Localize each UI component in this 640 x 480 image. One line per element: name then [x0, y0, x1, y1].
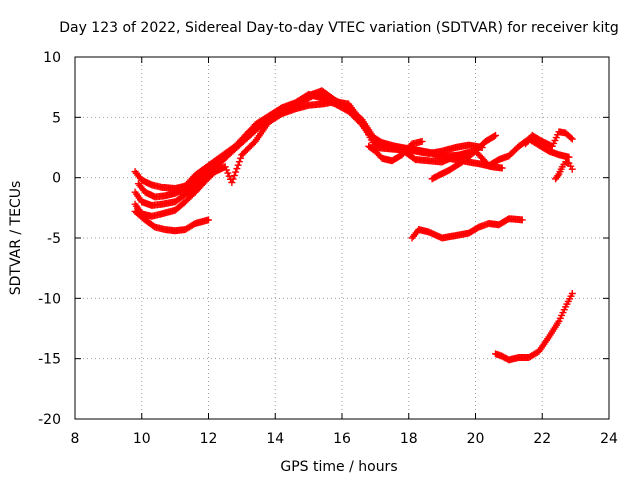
x-axis-label: GPS time / hours — [280, 459, 397, 475]
data-point — [568, 290, 576, 298]
grid-lines — [75, 57, 609, 419]
y-tick-label: -20 — [38, 412, 61, 428]
y-tick-label: 0 — [52, 171, 61, 187]
x-tick-label: 16 — [333, 431, 351, 447]
x-tick-label: 20 — [467, 431, 485, 447]
data-point — [233, 165, 241, 173]
x-tick-label: 12 — [200, 431, 218, 447]
y-axis-label: SDTVAR / TECUs — [8, 181, 24, 296]
axis-ticks: 8 10 12 14 16 18 20 22 24 -20 -15 -10 -5 0 5 10 — [38, 50, 618, 447]
y-tick-label: -5 — [47, 231, 61, 247]
data-point — [232, 168, 240, 176]
data-point — [418, 137, 426, 145]
series-track-j — [408, 215, 526, 242]
data-point — [565, 153, 573, 161]
data-point — [478, 144, 486, 151]
series-track-h — [522, 128, 576, 150]
data-point — [518, 216, 526, 224]
x-tick-label: 24 — [600, 431, 618, 447]
data-point — [498, 164, 506, 172]
data-point — [228, 178, 236, 186]
series-track-f — [365, 137, 426, 165]
data-point — [234, 161, 242, 169]
data-point — [221, 163, 229, 171]
data-point — [490, 132, 498, 140]
data-point — [554, 172, 562, 180]
data-point — [235, 158, 243, 166]
data-point — [230, 172, 238, 180]
x-tick-label: 18 — [400, 431, 418, 447]
y-tick-label: -15 — [38, 352, 61, 368]
y-tick-label: 10 — [43, 50, 61, 66]
series-track-d — [131, 98, 473, 220]
series-track-e — [131, 207, 212, 235]
chart-title: Day 123 of 2022, Sidereal Day-to-day VTE… — [59, 20, 619, 36]
data-point — [229, 175, 237, 183]
data-point — [223, 166, 231, 174]
y-tick-label: 5 — [52, 110, 61, 126]
y-tick-label: -10 — [38, 291, 61, 307]
data-point — [568, 135, 576, 143]
x-tick-label: 14 — [266, 431, 284, 447]
series-track-k — [492, 290, 576, 364]
data-point — [492, 131, 500, 139]
data-point — [237, 154, 245, 162]
data-points — [131, 87, 576, 364]
x-tick-label: 10 — [133, 431, 151, 447]
series-track-i — [552, 158, 576, 183]
data-point — [568, 165, 576, 173]
x-tick-label: 22 — [533, 431, 551, 447]
x-tick-label: 8 — [71, 431, 80, 447]
data-point — [224, 169, 232, 177]
data-point — [567, 134, 575, 142]
data-point — [205, 216, 212, 224]
